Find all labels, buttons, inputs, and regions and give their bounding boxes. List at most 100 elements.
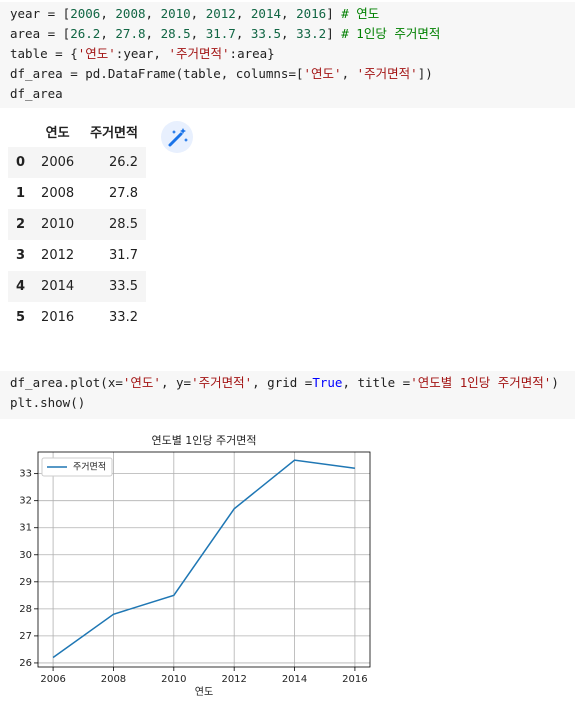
table-row: 1 2008 27.8 bbox=[8, 178, 146, 209]
code-token: , bbox=[235, 26, 251, 41]
wand-icon bbox=[168, 128, 188, 147]
y-tick-label: 31 bbox=[19, 523, 32, 534]
column-header: 연도 bbox=[45, 126, 70, 141]
code-token: df_area bbox=[10, 86, 63, 101]
table-cell: 2012 bbox=[41, 248, 75, 263]
code-token: 27.8 bbox=[115, 26, 146, 41]
code-token: :area} bbox=[229, 46, 275, 61]
table-cell: 31.7 bbox=[109, 248, 138, 263]
code-token: 2008 bbox=[115, 6, 146, 21]
code-line: area = [26.2, 27.8, 28.5, 31.7, 33.5, 33… bbox=[0, 24, 575, 44]
table-row: 4 2014 33.5 bbox=[8, 271, 146, 302]
y-tick-label: 29 bbox=[19, 577, 32, 588]
table-cell: 2008 bbox=[41, 186, 75, 201]
x-tick-label: 2012 bbox=[221, 674, 246, 685]
table-row: 5 2016 33.2 bbox=[8, 302, 146, 333]
code-token: 2010 bbox=[160, 6, 191, 21]
header-row: 연도 주거면적 bbox=[8, 116, 146, 147]
row-index: 2 bbox=[8, 209, 34, 240]
code-token: area = [ bbox=[10, 26, 71, 41]
code-token: '주거면적' bbox=[168, 46, 230, 61]
column-header: 주거면적 bbox=[90, 126, 138, 141]
code-token: '연도' bbox=[303, 66, 342, 81]
code-line: df_area.plot(x='연도', y='주거면적', grid =Tru… bbox=[0, 373, 575, 393]
plot-frame bbox=[37, 451, 371, 668]
data-line bbox=[52, 459, 356, 659]
row-index: 0 bbox=[8, 147, 34, 178]
code-token: ]) bbox=[417, 66, 433, 81]
code-token: 26.2 bbox=[70, 26, 101, 41]
legend-box bbox=[41, 457, 113, 477]
code-token: table = { bbox=[10, 46, 78, 61]
table-cell: 27.8 bbox=[109, 186, 138, 201]
code-token: 2014 bbox=[250, 6, 282, 21]
code-token: '주거면적' bbox=[356, 66, 418, 81]
magic-wand-button[interactable] bbox=[161, 121, 193, 153]
row-index: 1 bbox=[16, 186, 26, 201]
code-token: # 연도 bbox=[341, 6, 380, 21]
code-line: table = {'연도':year, '주거면적':area} bbox=[0, 44, 575, 64]
code-token: 31.7 bbox=[205, 26, 236, 41]
y-tick-label: 26 bbox=[19, 658, 32, 669]
table-cell: 28.5 bbox=[82, 209, 146, 240]
code-token: plt.show() bbox=[10, 395, 86, 410]
x-tick-label: 2008 bbox=[101, 674, 126, 685]
y-tick-label: 32 bbox=[19, 496, 32, 507]
code-token: ) bbox=[551, 375, 559, 390]
y-tick-label: 28 bbox=[19, 604, 32, 615]
code-token: , bbox=[145, 26, 161, 41]
code-line: plt.show() bbox=[0, 393, 575, 413]
code-token: , y= bbox=[160, 375, 192, 390]
code-token: ] bbox=[326, 6, 342, 21]
x-tick-label: 2006 bbox=[40, 674, 65, 685]
code-line: df_area = pd.DataFrame(table, columns=['… bbox=[0, 64, 575, 84]
table-cell: 33.2 bbox=[109, 310, 138, 325]
code-line: year = [2006, 2008, 2010, 2012, 2014, 20… bbox=[0, 4, 575, 24]
code-token: , bbox=[145, 6, 161, 21]
table-cell: 2016 bbox=[41, 310, 75, 325]
x-tick-label: 2010 bbox=[161, 674, 186, 685]
code-token: :year, bbox=[115, 46, 169, 61]
code-token: 28.5 bbox=[160, 26, 191, 41]
x-tick-label: 2016 bbox=[342, 674, 367, 685]
y-tick-label: 27 bbox=[19, 631, 32, 642]
code-token: df_area.plot(x= bbox=[10, 375, 123, 390]
code-token: '연도' bbox=[77, 46, 116, 61]
code-token: '주거면적' bbox=[191, 375, 253, 390]
code-cell[interactable]: year = [2006, 2008, 2010, 2012, 2014, 20… bbox=[0, 2, 575, 108]
code-token: ] bbox=[326, 26, 342, 41]
code-token: 2006 bbox=[70, 6, 101, 21]
row-index: 5 bbox=[16, 310, 26, 325]
row-index: 4 bbox=[8, 271, 34, 302]
code-token: 33.5 bbox=[250, 26, 282, 41]
code-token: , bbox=[100, 26, 116, 41]
code-cell[interactable]: df_area.plot(x='연도', y='주거면적', grid =Tru… bbox=[0, 371, 575, 419]
table-row: 3 2012 31.7 bbox=[8, 240, 146, 271]
code-token: , bbox=[190, 26, 206, 41]
x-axis-label: 연도 bbox=[195, 686, 213, 698]
code-token: # 1인당 주거면적 bbox=[341, 26, 441, 41]
table-row: 2 2010 28.5 bbox=[8, 209, 146, 240]
code-token: , title = bbox=[342, 375, 411, 390]
code-token: True bbox=[312, 375, 343, 390]
code-token: 2012 bbox=[205, 6, 236, 21]
code-token: '연도' bbox=[122, 375, 161, 390]
table-row: 0 2006 26.2 bbox=[8, 147, 146, 178]
index-header bbox=[8, 116, 33, 147]
code-line: df_area bbox=[0, 84, 575, 104]
code-token: year = [ bbox=[10, 6, 71, 21]
table-cell: 2014 bbox=[33, 271, 83, 302]
table-cell: 2010 bbox=[33, 209, 83, 240]
code-token: 2016 bbox=[296, 6, 327, 21]
row-index: 3 bbox=[16, 248, 26, 263]
legend-label: 주거면적 bbox=[73, 461, 106, 473]
code-token: , bbox=[100, 6, 116, 21]
code-token: , bbox=[190, 6, 206, 21]
code-token: , bbox=[281, 26, 297, 41]
y-tick-label: 33 bbox=[19, 469, 32, 480]
code-token: 33.2 bbox=[296, 26, 327, 41]
chart-title: 연도별 1인당 주거면적 bbox=[151, 434, 256, 447]
dataframe-table: 연도 주거면적 0 2006 26.2 1 2008 27.8 2 2010 28.5 3 2012 31… bbox=[8, 116, 146, 333]
code-token: , grid = bbox=[252, 375, 313, 390]
